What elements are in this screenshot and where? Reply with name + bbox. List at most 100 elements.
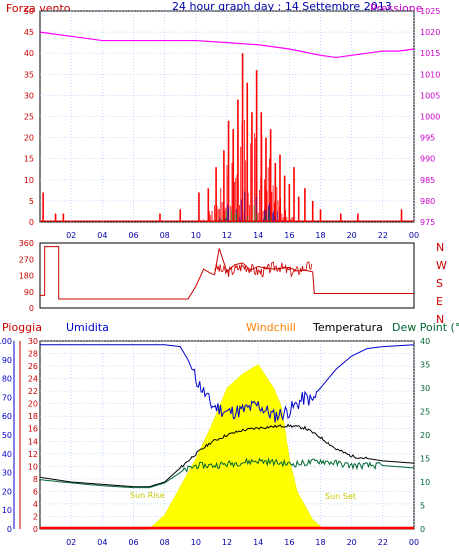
pressure-line [39,31,415,59]
humidity-tick-label: 100 [0,337,12,346]
pressure-tick-label: 1020 [420,28,440,37]
time-tick-label: 12 [222,538,232,547]
humidity-tick-label: 0 [7,525,12,534]
rain-tick-label: 4 [33,500,38,509]
humidity-tick-label: 50 [2,431,12,440]
wind-tick-label: 30 [24,91,34,100]
time-tick-label: 22 [378,538,388,547]
time-tick-label: 04 [97,231,107,240]
time-tick-label: 08 [160,538,170,547]
temperature-tick-label: 40 [420,337,430,346]
rain-tick-label: 16 [28,425,38,434]
wind-tick-label: 45 [24,28,34,37]
temperature-tick-label: 5 [420,502,425,511]
pressure-tick-label: 1000 [420,113,440,122]
humidity-tick-label: 70 [2,393,12,402]
temperature-tick-label: 30 [420,384,430,393]
time-axis-ticks: 02 04 06 08 10 12 14 16 18 20 22 00 [66,538,419,547]
pressure-tick-label: 990 [420,155,435,164]
pressure-tick-label: 1015 [420,49,440,58]
panel-border [39,242,415,309]
direction-tick-label: 360 [19,239,34,248]
pressure-tick-label: 1005 [420,91,440,100]
solar-area [148,364,325,530]
wind-axis-ticks: 0 5 10 15 20 25 30 35 40 45 50 [24,7,34,227]
time-tick-label: 10 [191,231,201,240]
wind-tick-label: 40 [24,49,34,58]
wind-tick-label: 10 [24,176,34,185]
wind-tick-label: 0 [29,218,34,227]
rain-tick-label: 6 [33,487,38,496]
sunrise-label: Sun Rise [130,491,165,500]
direction-tick-label: 90 [24,288,34,297]
rain-tick-label: 2 [33,512,38,521]
rain-tick-label: 10 [28,462,38,471]
wind-tick-label: 15 [24,155,34,164]
temperature-tick-label: 0 [420,525,425,534]
humidity-tick-label: 20 [2,487,12,496]
humidity-tick-label: 90 [2,356,12,365]
humidity-axis-ticks: 0 10 20 30 40 50 60 70 80 90 100 [0,337,12,534]
direction-tick-label: 270 [19,255,34,264]
pressure-tick-label: 980 [420,197,435,206]
dewpoint-label: Dew Point (°C [392,321,459,334]
direction-degree-ticks: 0 90 180 270 360 [19,239,34,313]
humidity-tick-label: 60 [2,412,12,421]
compass-label: S [436,277,443,290]
humidity-tick-label: 80 [2,375,12,384]
rain-tick-label: 26 [28,362,38,371]
temperature-tick-label: 25 [420,408,430,417]
rain-humidity-temp-panel: Sun Rise Sun Set 02468101214161820222426… [0,337,430,547]
time-tick-label: 04 [97,538,107,547]
compass-label: W [436,259,447,272]
rain-tick-label: 8 [33,475,38,484]
rain-tick-label: 30 [28,337,38,346]
time-tick-label: 16 [284,538,294,547]
rain-tick-label: 14 [28,437,38,446]
compass-label: E [436,295,443,308]
compass-label: N [436,241,444,254]
time-tick-label: 08 [160,231,170,240]
dewpoint-line [39,457,415,489]
temperature-axis-ticks: 0 5 10 15 20 25 30 35 40 [420,337,430,534]
direction-tick-label: 180 [19,272,34,281]
windchill-label: Windchill [246,321,296,334]
time-tick-label: 14 [253,231,263,240]
temperature-tick-label: 35 [420,361,430,370]
rain-tick-label: 12 [28,450,38,459]
direction-noise-line [214,261,313,278]
pressure-tick-label: 975 [420,218,435,227]
rain-tick-label: 0 [33,525,38,534]
humidity-line [40,344,415,423]
rain-tick-label: 18 [28,412,38,421]
time-tick-label: 02 [66,231,76,240]
time-tick-label: 06 [128,538,138,547]
time-tick-label: 16 [284,231,294,240]
time-tick-label: 20 [347,538,357,547]
temperature-tick-label: 10 [420,478,430,487]
time-tick-label: 18 [315,231,325,240]
pressure-tick-label: 1010 [420,70,440,79]
humidity-tick-label: 40 [2,450,12,459]
wind-tick-label: 25 [24,113,34,122]
wind-tick-label: 50 [24,7,34,16]
time-tick-label: 22 [378,231,388,240]
wind-tick-label: 5 [29,197,34,206]
rain-tick-label: 22 [28,387,38,396]
pressure-axis-ticks: 975 980 985 990 995 1000 1005 1010 1015 1020 1025 [420,7,440,227]
humidity-tick-label: 30 [2,469,12,478]
temperature-line [39,423,415,488]
wind-bars [40,53,414,222]
humidity-tick-label: 10 [2,506,12,515]
direction-line [40,246,414,300]
time-tick-label: 12 [222,231,232,240]
time-axis-ticks: 02 04 06 08 10 12 14 16 18 20 22 00 [66,231,419,240]
wind-tick-label: 20 [24,134,34,143]
temperature-tick-label: 15 [420,455,430,464]
time-tick-label: 10 [191,538,201,547]
temperature-label: Temperatura [312,321,383,334]
